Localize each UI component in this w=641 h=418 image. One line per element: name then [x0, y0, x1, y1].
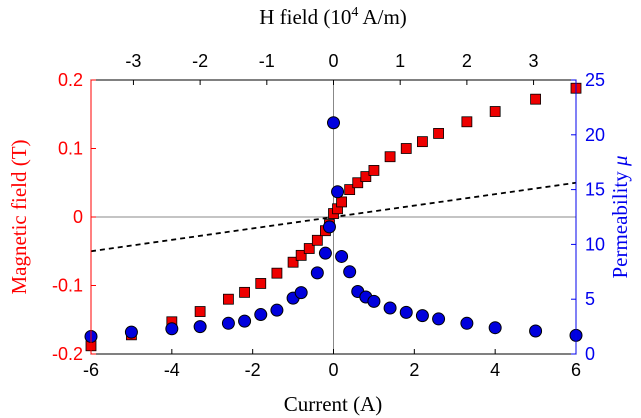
right-tick-label: 15: [585, 180, 605, 200]
circle-point: [238, 314, 252, 328]
circle-point: [529, 324, 543, 338]
square-point: [344, 184, 356, 196]
left-tick-label: -0.1: [52, 276, 83, 296]
top-axis-label-suffix: A/m): [358, 5, 406, 29]
square-point: [239, 286, 250, 298]
circle-point: [322, 220, 336, 234]
top-tick-label: 3: [529, 51, 539, 71]
circle-point: [124, 325, 138, 339]
circle-point: [488, 321, 502, 335]
left-axis-ticks: -0.2 -0.1 0 0.1 0.2: [52, 70, 96, 364]
bottom-axis-ticks: -6 -4 -2 0 2 4 6: [83, 349, 581, 380]
circle-point: [193, 320, 207, 334]
left-tick-label: -0.2: [52, 344, 83, 364]
circle-point: [270, 303, 284, 317]
square-point: [400, 143, 412, 154]
square-point: [287, 256, 299, 268]
x-axis-label: Current (A): [284, 392, 383, 416]
square-point: [271, 267, 283, 279]
circle-point: [335, 249, 349, 263]
top-tick-label: -1: [259, 51, 275, 71]
x-tick-label: 6: [571, 360, 581, 380]
circle-point: [310, 266, 324, 280]
x-tick-label: -6: [83, 360, 99, 380]
right-axis-label-prefix: Permeability: [608, 166, 632, 279]
left-tick-label: 0: [73, 207, 83, 227]
square-point: [311, 234, 323, 246]
circle-point: [331, 185, 345, 199]
right-axis-label: Permeability μ: [608, 155, 632, 278]
square-point: [352, 177, 364, 189]
right-axis-ticks: 0 5 10 15 20 25: [571, 70, 605, 364]
circle-point: [415, 309, 429, 323]
top-axis-label: H field (104 A/m): [259, 5, 407, 29]
x-tick-label: 0: [328, 360, 338, 380]
left-tick-label: 0.2: [58, 70, 83, 90]
circle-point: [460, 316, 474, 330]
circle-point: [327, 116, 340, 130]
square-point: [303, 243, 315, 254]
square-point: [368, 165, 380, 176]
top-tick-label: -3: [125, 51, 141, 71]
circle-point: [367, 294, 381, 308]
square-point: [194, 306, 206, 317]
square-point: [530, 93, 541, 105]
top-tick-label: 0: [328, 51, 338, 71]
right-tick-label: 5: [585, 289, 595, 309]
square-point: [336, 196, 347, 208]
permeability-series: [84, 116, 583, 343]
circle-point: [294, 286, 308, 300]
left-axis-label: Magnetic field (T): [7, 139, 31, 294]
square-point: [417, 136, 428, 148]
x-tick-label: -4: [164, 360, 180, 380]
square-point: [255, 278, 267, 289]
top-axis-label-prefix: H field (10: [259, 5, 351, 29]
circle-point: [383, 301, 397, 315]
circle-point: [399, 305, 413, 319]
x-tick-label: -2: [245, 360, 261, 380]
square-point: [295, 249, 307, 261]
right-tick-label: 10: [585, 234, 605, 254]
circle-point: [343, 265, 357, 279]
top-tick-label: 2: [462, 51, 472, 71]
right-axis-label-symbol: μ: [608, 155, 632, 167]
square-point: [384, 151, 396, 163]
circle-point: [221, 316, 235, 330]
top-tick-label: 1: [395, 51, 405, 71]
square-point: [489, 106, 501, 117]
x-tick-label: 2: [409, 360, 419, 380]
right-tick-label: 0: [585, 344, 595, 364]
top-axis-ticks: -3 -2 -1 0 1 2 3: [125, 51, 539, 85]
right-tick-label: 20: [585, 125, 605, 145]
circle-point: [318, 246, 332, 260]
circle-point: [254, 308, 268, 322]
top-axis-label-exponent: 4: [351, 5, 358, 20]
circle-point: [165, 322, 179, 336]
x-tick-label: 4: [490, 360, 500, 380]
plot-area: [84, 79, 583, 355]
circle-point: [432, 312, 446, 326]
left-tick-label: 0.1: [58, 139, 83, 159]
right-tick-label: 25: [585, 70, 605, 90]
square-point: [433, 128, 444, 139]
top-tick-label: -2: [192, 51, 208, 71]
square-point: [360, 171, 372, 182]
square-point: [461, 116, 473, 128]
square-point: [223, 293, 234, 305]
